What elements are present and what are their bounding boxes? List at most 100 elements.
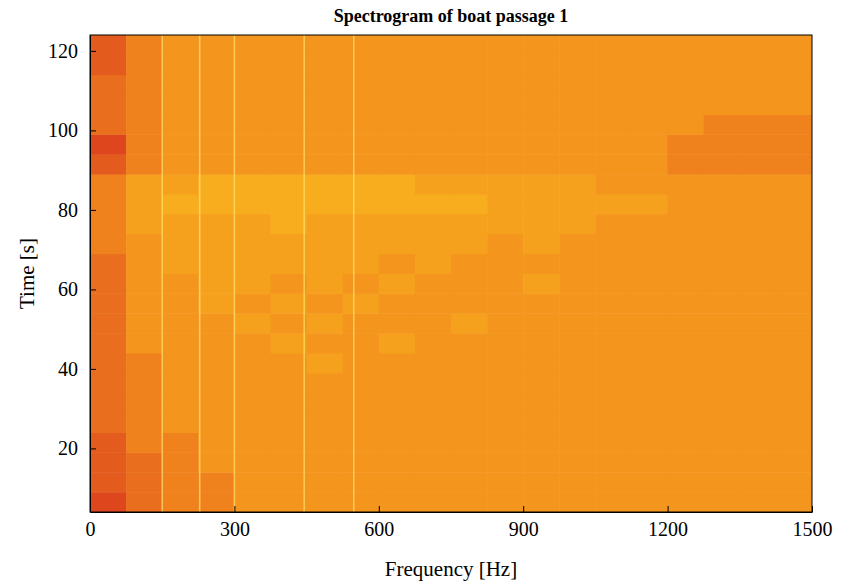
cell <box>487 174 524 194</box>
cell <box>162 353 199 373</box>
cell <box>595 234 632 254</box>
chart: 03006009001200150020406080100120Spectrog… <box>0 0 843 584</box>
cell <box>632 35 669 55</box>
y-tick: 40 <box>58 358 96 380</box>
cell <box>451 413 488 433</box>
cell <box>379 472 416 492</box>
y-tick-label: 20 <box>58 437 78 459</box>
cell <box>415 333 452 353</box>
y-axis-line <box>90 36 91 513</box>
cell <box>668 293 705 313</box>
cell <box>234 274 271 294</box>
cell <box>704 452 741 472</box>
cell <box>126 234 163 254</box>
cell <box>379 452 416 472</box>
cell <box>559 452 596 472</box>
cell <box>595 452 632 472</box>
cell <box>162 333 199 353</box>
cell <box>90 134 127 154</box>
cell <box>234 134 271 154</box>
cell <box>451 313 488 333</box>
cell <box>740 234 777 254</box>
cell <box>126 154 163 174</box>
cell <box>379 433 416 453</box>
cell <box>234 174 271 194</box>
cell <box>307 413 344 433</box>
cell <box>704 492 741 512</box>
cell <box>451 472 488 492</box>
cell <box>776 472 812 492</box>
x-tick: 900 <box>509 506 539 540</box>
cell <box>198 134 235 154</box>
x-tick-label: 300 <box>220 518 250 540</box>
cell <box>740 115 777 135</box>
cell <box>559 115 596 135</box>
cell <box>307 254 344 274</box>
cell <box>271 393 308 413</box>
cell <box>198 154 235 174</box>
cell <box>523 373 560 393</box>
cell <box>379 373 416 393</box>
cell <box>234 413 271 433</box>
cell <box>343 115 380 135</box>
cell <box>415 274 452 294</box>
cell <box>668 472 705 492</box>
cell <box>595 214 632 234</box>
cell <box>379 35 416 55</box>
y-tick: 80 <box>58 199 96 221</box>
cell <box>90 472 127 492</box>
cell <box>523 293 560 313</box>
cell <box>704 333 741 353</box>
x-tick-label: 0 <box>86 518 96 540</box>
cell <box>198 75 235 95</box>
cell <box>343 353 380 373</box>
cell <box>668 433 705 453</box>
cell <box>307 472 344 492</box>
cell <box>704 393 741 413</box>
cell <box>704 274 741 294</box>
cell <box>487 95 524 115</box>
cell <box>595 154 632 174</box>
cell <box>415 492 452 512</box>
cell <box>415 194 452 214</box>
cell <box>234 393 271 413</box>
cell <box>379 214 416 234</box>
cell <box>451 214 488 234</box>
cell <box>307 95 344 115</box>
cell <box>415 433 452 453</box>
cell <box>198 373 235 393</box>
cell <box>523 35 560 55</box>
cell <box>704 95 741 115</box>
cell <box>487 234 524 254</box>
cell <box>307 353 344 373</box>
cell <box>668 313 705 333</box>
cell <box>415 373 452 393</box>
cell <box>343 174 380 194</box>
cell <box>523 333 560 353</box>
cell <box>271 413 308 433</box>
cell <box>776 95 812 115</box>
cell <box>776 174 812 194</box>
cell <box>595 95 632 115</box>
cell <box>632 55 669 75</box>
cell <box>90 492 127 512</box>
cell <box>740 353 777 373</box>
y-tick: 120 <box>48 40 96 62</box>
cell <box>90 413 127 433</box>
cell <box>162 472 199 492</box>
tonal-line <box>234 35 236 512</box>
cell <box>559 214 596 234</box>
cell <box>776 333 812 353</box>
cell <box>487 115 524 135</box>
cell <box>668 452 705 472</box>
cell <box>126 95 163 115</box>
cell <box>704 35 741 55</box>
cell <box>415 214 452 234</box>
x-tick: 1200 <box>648 506 688 540</box>
y-tick: 60 <box>58 278 96 300</box>
cell <box>126 75 163 95</box>
cell <box>234 433 271 453</box>
cell <box>487 373 524 393</box>
cell <box>415 174 452 194</box>
cell <box>559 35 596 55</box>
